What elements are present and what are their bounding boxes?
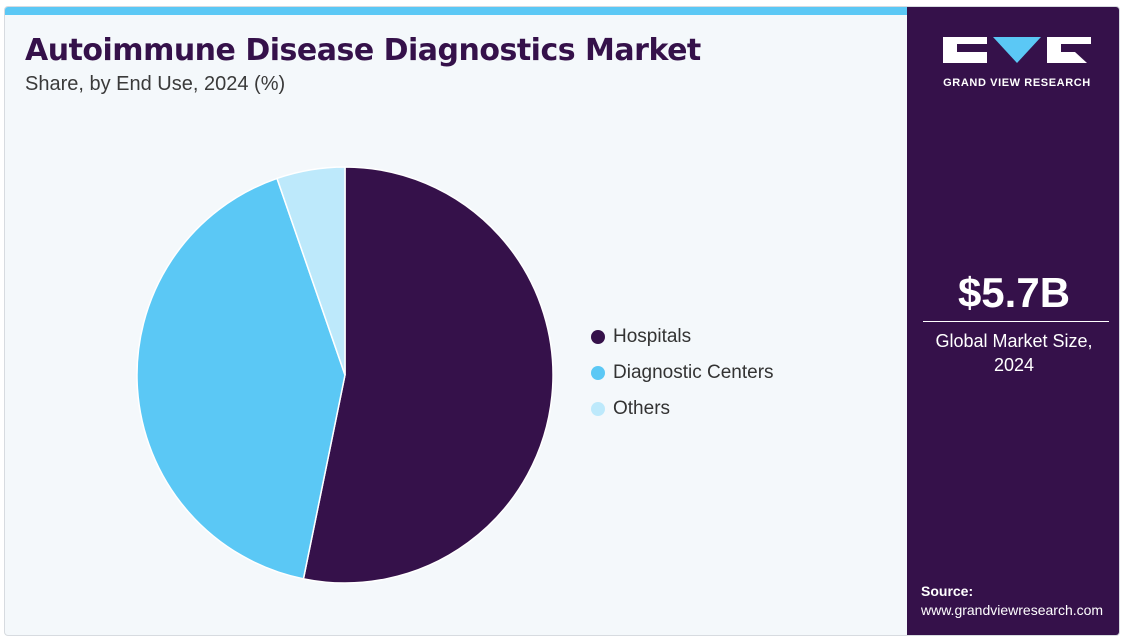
pie-slice-hospitals [302,166,554,584]
pie-slice-diagnostic-centers [136,177,346,580]
chart-title: Autoimmune Disease Diagnostics Market [25,33,701,68]
brand-logo: GRAND VIEW RESEARCH [937,35,1097,95]
legend-label: Diagnostic Centers [613,362,774,383]
pie-chart-area [5,7,907,635]
top-accent-bar [5,7,907,15]
brand-name: GRAND VIEW RESEARCH [943,77,1091,89]
legend-item-diagnostic-centers: Diagnostic Centers [591,355,774,391]
legend-label: Hospitals [613,326,692,347]
summary-sidebar: GRAND VIEW RESEARCH $5.7B Global Market … [907,7,1119,635]
legend-dot-icon [591,366,605,380]
market-size-caption: Global Market Size, 2024 [935,331,1093,375]
pie-chart [136,166,554,584]
chart-card: Autoimmune Disease Diagnostics Market Sh… [4,6,1120,636]
market-size-value: $5.7B [957,269,1071,316]
divider [923,321,1109,322]
legend-dot-icon [591,330,605,344]
legend-dot-icon [591,402,605,416]
chart-subtitle: Share, by End Use, 2024 (%) [25,73,286,95]
chart-legend: Hospitals Diagnostic Centers Others [591,319,774,427]
legend-label: Others [613,398,671,419]
legend-item-hospitals: Hospitals [591,319,774,355]
source-link[interactable]: www.grandviewresearch.com [921,602,1104,618]
gvr-logo-icon [943,37,1091,63]
chart-panel: Autoimmune Disease Diagnostics Market Sh… [5,7,907,635]
source-label: Source: [921,583,974,599]
pie-slice-others [276,166,346,376]
legend-item-others: Others [591,391,774,427]
